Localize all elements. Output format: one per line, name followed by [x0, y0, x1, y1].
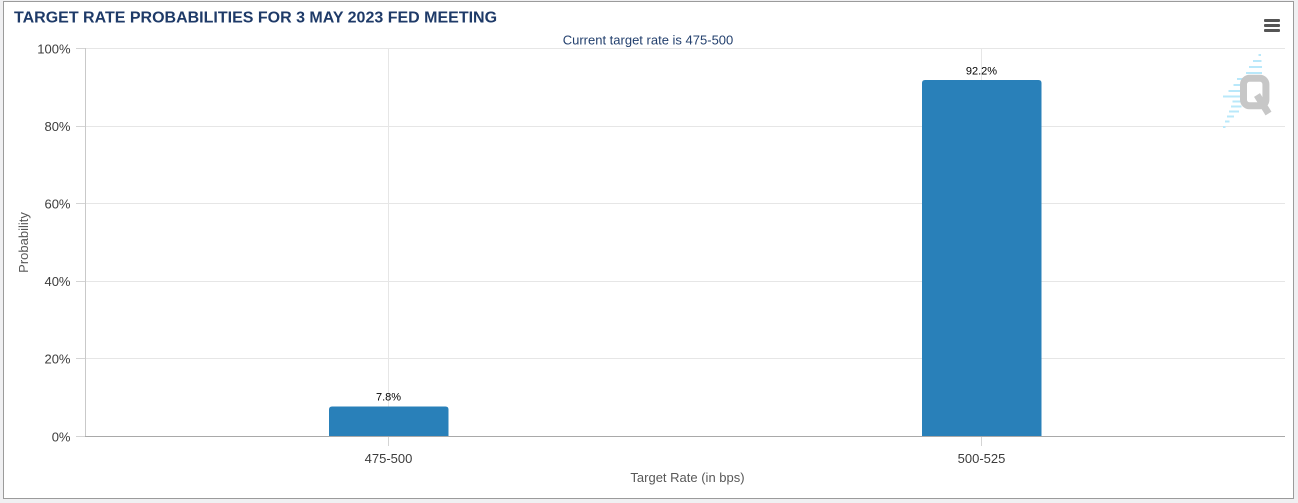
svg-text:7.8%: 7.8% — [376, 392, 401, 404]
svg-text:Current target rate is 475-500: Current target rate is 475-500 — [563, 33, 734, 48]
svg-text:80%: 80% — [44, 119, 70, 134]
svg-text:60%: 60% — [44, 197, 70, 212]
svg-text:0%: 0% — [52, 430, 71, 445]
svg-text:20%: 20% — [44, 352, 70, 367]
svg-text:40%: 40% — [44, 274, 70, 289]
svg-text:500-525: 500-525 — [958, 451, 1006, 466]
svg-text:100%: 100% — [37, 42, 71, 57]
svg-text:Probability: Probability — [16, 212, 31, 273]
svg-text:Target Rate (in bps): Target Rate (in bps) — [630, 470, 744, 485]
svg-text:TARGET RATE PROBABILITIES FOR: TARGET RATE PROBABILITIES FOR 3 MAY 2023… — [14, 10, 497, 27]
svg-text:475-500: 475-500 — [365, 451, 413, 466]
svg-text:92.2%: 92.2% — [966, 66, 997, 78]
